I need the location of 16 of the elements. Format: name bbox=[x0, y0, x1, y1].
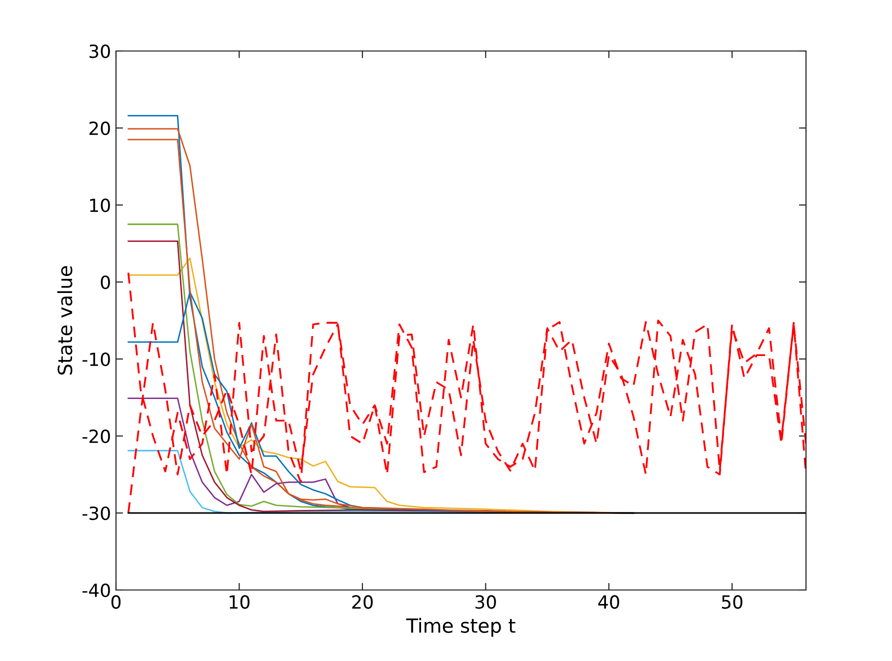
x-tick-label: 10 bbox=[230, 595, 250, 609]
y-tick-label: 0 bbox=[100, 275, 110, 290]
y-tick-label: -40 bbox=[82, 583, 110, 598]
y-tick-label: 10 bbox=[90, 198, 110, 212]
x-tick-label: 0 bbox=[111, 595, 121, 609]
x-tick-label: 20 bbox=[352, 595, 373, 609]
x-axis-title: Time step t bbox=[406, 618, 516, 637]
x-tick-label: 30 bbox=[476, 595, 496, 609]
x-tick-label: 50 bbox=[722, 595, 742, 609]
y-tick-label: 30 bbox=[90, 44, 110, 58]
y-tick-label: -30 bbox=[82, 506, 110, 520]
y-tick-label: 20 bbox=[89, 121, 110, 136]
x-tick-label: 40 bbox=[598, 595, 620, 609]
y-tick-label: -10 bbox=[82, 352, 110, 366]
y-axis-title: State value bbox=[57, 266, 72, 375]
y-tick-label: -20 bbox=[82, 429, 110, 444]
